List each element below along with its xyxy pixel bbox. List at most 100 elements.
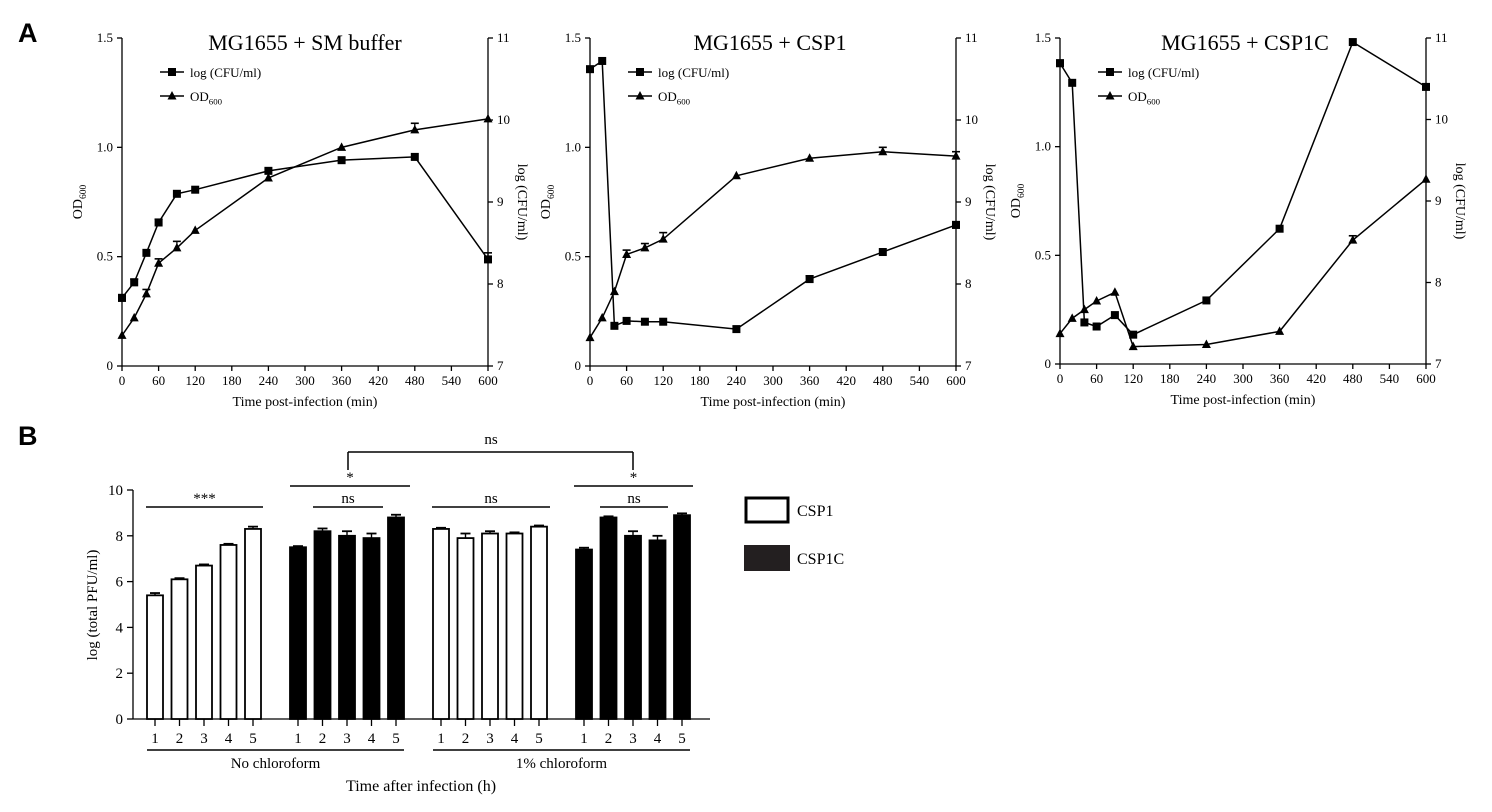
b-bar-csp1c-2-1	[289, 546, 307, 720]
a3-x-tick-label: 480	[1343, 371, 1363, 386]
a1-y-left-label: OD600	[71, 185, 89, 220]
a3-point-square	[1348, 38, 1357, 47]
a1-point-square	[410, 152, 419, 161]
a2-x-tick-label: 420	[836, 373, 856, 388]
a2-point-triangle	[640, 242, 650, 252]
b-bar-csp1c-2-3	[338, 534, 356, 720]
a2-x-tick-label: 300	[763, 373, 783, 388]
b-y-tick-label: 0	[116, 712, 124, 728]
a2-series-line-1	[589, 59, 957, 330]
a3-point-triangle	[1055, 328, 1065, 338]
a2-point-square	[598, 56, 607, 65]
a3-point-square	[1129, 330, 1138, 339]
b-y-axis-label: log (total PFU/ml)	[85, 550, 101, 661]
a3-legend-marker-2	[1105, 91, 1115, 100]
a1-point-square	[118, 293, 126, 302]
a2-x-tick-label: 60	[620, 373, 633, 388]
a3-x-tick-label: 540	[1380, 371, 1400, 386]
b-x-tick-label: 4	[225, 731, 233, 747]
a3-point-square	[1110, 311, 1119, 320]
a2-point-triangle	[878, 146, 888, 156]
b-sig-2-label: ns	[341, 491, 355, 507]
a2-point-square	[952, 220, 960, 229]
a2-yleft-tick-label: 0.5	[565, 249, 581, 264]
a3-yleft-tick-label: 0.5	[1035, 247, 1051, 262]
b-bar-csp1-1-3	[195, 564, 213, 720]
b-bar-csp1c-4-4	[648, 539, 667, 720]
a1-point-triangle	[337, 142, 347, 151]
a3-x-tick-label: 360	[1270, 371, 1290, 386]
a1-yleft-tick-label: 1.5	[97, 30, 113, 45]
a3-legend-label-2: OD600	[1128, 89, 1161, 107]
a2-point-triangle	[951, 151, 961, 160]
b-sig-top-label: ns	[484, 432, 498, 448]
b-x-tick-label: 5	[678, 731, 686, 747]
b-bar-csp1-3-3	[481, 532, 499, 720]
a1-x-tick-label: 540	[442, 373, 462, 388]
a1-point-triangle	[483, 113, 493, 123]
a1-yright-tick-label: 8	[497, 276, 504, 291]
a3-point-square	[1202, 296, 1211, 305]
b-bar-csp1c-2-5	[387, 516, 405, 720]
b-group-label-2: 1% chloroform	[516, 756, 608, 772]
a1-yright-tick-label: 9	[497, 194, 504, 209]
a3-point-triangle	[1348, 235, 1358, 244]
a3-yright-tick-label: 10	[1435, 112, 1448, 127]
a1-x-tick-label: 420	[368, 373, 388, 388]
a2-x-tick-label: 180	[690, 373, 710, 388]
a1-yright-tick-label: 11	[497, 30, 510, 45]
b-bar-csp1-3-2	[456, 537, 475, 720]
a2-legend-marker-1	[636, 68, 644, 76]
a3-yleft-tick-label: 0	[1045, 356, 1052, 371]
b-bar-csp1-1-4	[219, 544, 238, 720]
a3-yright-tick-label: 8	[1435, 275, 1442, 290]
a1-point-triangle	[172, 242, 182, 252]
b-x-tick-label: 2	[605, 731, 613, 747]
a1-x-tick-label: 240	[259, 373, 279, 388]
a2-yleft-tick-label: 1.5	[565, 30, 581, 45]
a3-x-axis-label: Time post-infection (min)	[1171, 393, 1316, 408]
a2-point-square	[878, 248, 887, 257]
a1-title: MG1655 + SM buffer	[208, 30, 402, 55]
b-bar-csp1-3-4	[505, 532, 524, 720]
a3-x-tick-label: 600	[1416, 371, 1436, 386]
a3-x-tick-label: 420	[1306, 371, 1326, 386]
a2-title: MG1655 + CSP1	[693, 30, 846, 55]
a3-yleft-tick-label: 1.0	[1035, 139, 1051, 154]
a1-point-square	[130, 278, 139, 287]
a2-x-tick-label: 540	[910, 373, 930, 388]
a3-point-square	[1275, 224, 1284, 233]
b-sig-6-label: *	[630, 470, 638, 486]
b-sig-3-label: *	[346, 470, 354, 486]
a1-point-triangle	[117, 330, 127, 339]
a2-point-square	[659, 317, 668, 326]
a3-x-tick-label: 180	[1160, 371, 1180, 386]
a1-x-tick-label: 360	[332, 373, 352, 388]
a3-legend-marker-1	[1106, 68, 1114, 76]
a3-point-triangle	[1110, 287, 1120, 296]
a3-yright-tick-label: 11	[1435, 30, 1448, 45]
b-x-tick-label: 5	[249, 731, 257, 747]
a2-point-triangle	[658, 234, 668, 243]
a2-x-tick-label: 0	[587, 373, 594, 388]
b-bar-csp1-1-2	[170, 578, 189, 720]
b-x-tick-label: 3	[486, 731, 494, 747]
b-legend-label-csp1c: CSP1C	[797, 551, 844, 568]
b-x-tick-label: 4	[654, 731, 662, 747]
b-x-tick-label: 4	[368, 731, 376, 747]
a1-yleft-tick-label: 0	[107, 358, 114, 373]
a2-yright-tick-label: 10	[965, 112, 978, 127]
a2-point-square	[732, 325, 741, 334]
a2-x-tick-label: 360	[800, 373, 820, 388]
b-y-tick-label: 10	[108, 483, 123, 499]
b-bar-csp1c-4-3	[624, 534, 642, 720]
a1-yleft-tick-label: 0.5	[97, 249, 113, 264]
a3-point-triangle	[1067, 313, 1077, 322]
b-legend-label-csp1: CSP1	[797, 503, 833, 520]
a2-yright-tick-label: 8	[965, 276, 972, 291]
a2-y-left-label: OD600	[539, 185, 557, 220]
b-x-tick-label: 3	[629, 731, 637, 747]
a2-yright-tick-label: 9	[965, 194, 972, 209]
a1-x-axis-label: Time post-infection (min)	[233, 395, 378, 410]
